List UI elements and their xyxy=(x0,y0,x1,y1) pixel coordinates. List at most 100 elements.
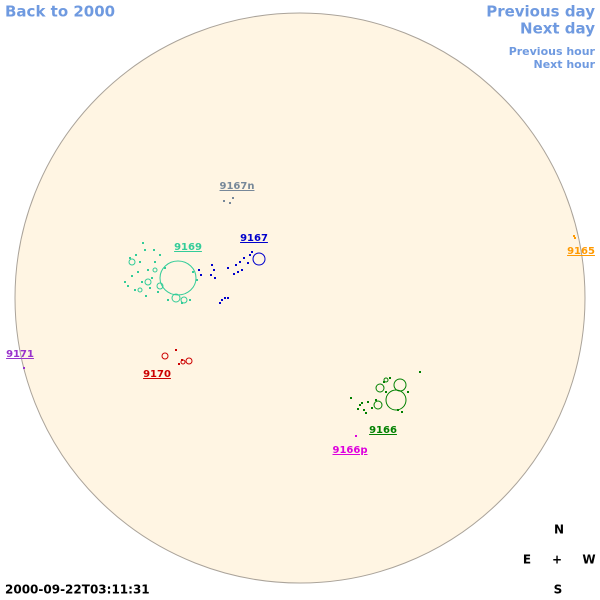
sunspot-group xyxy=(23,367,25,369)
compass-south: S xyxy=(554,583,563,597)
sunspot-dot xyxy=(157,291,159,293)
sunspot-dot xyxy=(144,249,146,251)
sunspot-dot xyxy=(200,274,202,276)
sunspot-dot xyxy=(198,269,200,271)
sunspot-dot xyxy=(135,254,137,256)
compass-north: N xyxy=(554,523,564,537)
sunspot-dot xyxy=(573,235,575,237)
sunspot-dot xyxy=(361,402,363,404)
sunspot-dot xyxy=(139,261,141,263)
sunspot-umbra xyxy=(161,352,169,360)
sunspot-dot xyxy=(249,254,251,256)
sunspot-umbra xyxy=(137,287,143,293)
sunspot-dot xyxy=(224,297,226,299)
region-label[interactable]: 9166p xyxy=(333,445,368,456)
compass-center: + xyxy=(552,553,562,567)
sunspot-umbra xyxy=(128,258,136,266)
sunspot-dot xyxy=(237,271,239,273)
sunspot-dot xyxy=(227,297,229,299)
sunspot-group xyxy=(350,371,421,414)
sunspot-dot xyxy=(574,237,576,239)
sunspot-dot xyxy=(134,289,136,291)
sunspot-dot xyxy=(371,407,373,409)
sunspot-group xyxy=(161,349,193,365)
next-day-link[interactable]: Next day xyxy=(520,20,595,38)
sunspots xyxy=(23,197,576,437)
sunspot-umbra xyxy=(385,389,407,411)
sunspot-dot xyxy=(141,281,143,283)
sunspot-dot xyxy=(389,377,391,379)
sunspot-dot xyxy=(196,279,198,281)
sunspot-umbra xyxy=(383,377,389,383)
sunspot-dot xyxy=(243,257,245,259)
sunspot-dot xyxy=(233,273,235,275)
sunspot-dot xyxy=(213,269,215,271)
sunspot-dot xyxy=(124,281,126,283)
region-label[interactable]: 9165 xyxy=(567,246,595,257)
sunspot-dot xyxy=(129,257,131,259)
sunspot-umbra xyxy=(252,252,266,266)
sunspot-dot xyxy=(151,277,153,279)
timestamp: 2000-09-22T03:11:31 xyxy=(5,583,150,597)
sunspot-dot xyxy=(192,271,194,273)
sunspot-group xyxy=(198,251,266,304)
sunspot-dot xyxy=(251,251,253,253)
region-label[interactable]: 9167n xyxy=(220,181,255,192)
sunspot-dot xyxy=(175,349,177,351)
sunspot-dot xyxy=(214,277,216,279)
sunspot-dot xyxy=(219,302,221,304)
sunspot-umbra xyxy=(180,296,188,304)
sunspot-dot xyxy=(154,261,156,263)
previous-hour-link[interactable]: Previous hour xyxy=(509,45,596,58)
region-label[interactable]: 9167 xyxy=(240,233,268,244)
back-link[interactable]: Back to 2000 xyxy=(5,3,115,21)
compass-east: E xyxy=(523,553,531,567)
sunspot-dot xyxy=(247,262,249,264)
sunspot-dot xyxy=(363,409,365,411)
sunspot-dot xyxy=(210,274,212,276)
previous-day-link[interactable]: Previous day xyxy=(486,3,595,21)
region-label[interactable]: 9166 xyxy=(369,425,397,436)
sunspot-dot xyxy=(147,269,149,271)
sunspot-dot xyxy=(239,261,241,263)
sunspot-dot xyxy=(401,411,403,413)
sunspot-group xyxy=(355,435,357,437)
sunspot-dot xyxy=(367,401,369,403)
sunspot-dot xyxy=(211,264,213,266)
sunspot-dot xyxy=(164,267,166,269)
sunspot-dot xyxy=(181,302,183,304)
region-label[interactable]: 9171 xyxy=(6,349,34,360)
sunspot-dot xyxy=(131,275,133,277)
sunspot-dot xyxy=(189,299,191,301)
compass-west: W xyxy=(582,553,595,567)
sunspot-dot xyxy=(385,391,387,393)
sunspot-umbra xyxy=(156,282,164,290)
solar-disc xyxy=(14,12,586,584)
sunspot-dot xyxy=(375,399,377,401)
sunspot-dot xyxy=(221,299,223,301)
sunspot-umbra xyxy=(152,267,158,273)
sunspot-dot xyxy=(419,371,421,373)
sunspot-dot xyxy=(227,267,229,269)
sunspot-dot xyxy=(235,264,237,266)
sunspot-dot xyxy=(365,412,367,414)
region-label[interactable]: 9170 xyxy=(143,369,171,380)
sunspot-dot xyxy=(232,197,234,199)
sunspot-umbra xyxy=(373,400,383,410)
sunspot-group xyxy=(573,235,576,239)
sunspot-umbra xyxy=(375,383,385,393)
sunspot-dot xyxy=(145,295,147,297)
sunspot-dot xyxy=(357,408,359,410)
sunspot-dot xyxy=(181,359,183,361)
sunspot-dot xyxy=(223,200,225,202)
next-hour-link[interactable]: Next hour xyxy=(534,58,596,71)
sunspot-dot xyxy=(127,285,129,287)
sunspot-dot xyxy=(178,363,180,365)
sunspot-dot xyxy=(397,409,399,411)
sunspot-dot xyxy=(407,391,409,393)
sunspot-dot xyxy=(350,397,352,399)
sunspot-umbra xyxy=(185,357,193,365)
sunspot-dot xyxy=(355,435,357,437)
sunspot-dot xyxy=(142,242,144,244)
region-label[interactable]: 9169 xyxy=(174,242,202,253)
